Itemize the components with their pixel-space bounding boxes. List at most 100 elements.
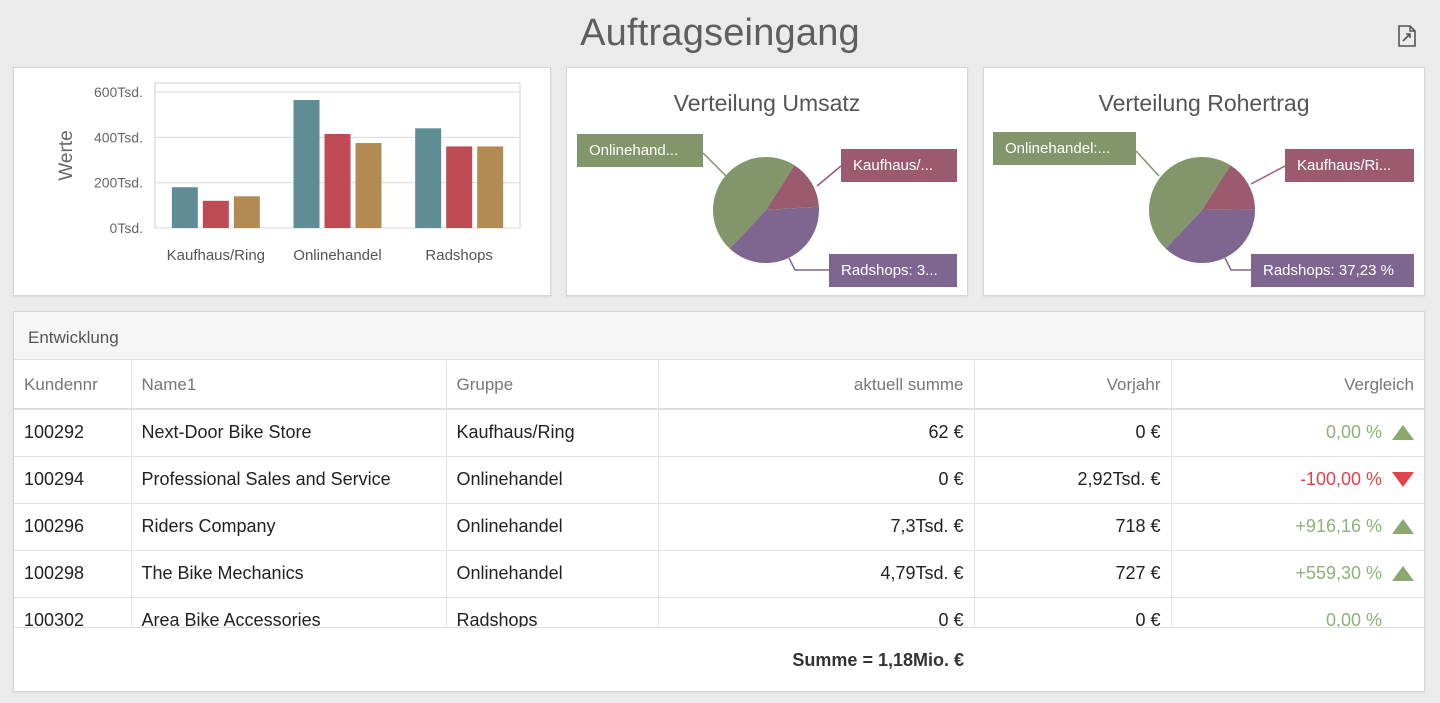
pie-chart-rohertrag[interactable] — [984, 68, 1426, 297]
page-title: Auftragseingang — [580, 12, 860, 54]
vergleich-value: 0,00 % — [1325, 422, 1382, 443]
grid-footer: Summe = 1,18Mio. € — [14, 627, 1424, 691]
grid-scroll-area[interactable]: Kundennr Name1 Gruppe aktuell summe Vorj… — [14, 361, 1424, 627]
trend-up-icon — [1392, 566, 1414, 581]
cell-vergleich: -100,00 % — [1171, 456, 1424, 504]
pie-slice-onlinehandel[interactable] — [1149, 157, 1231, 249]
cell-vergleich: +559,30 % — [1171, 550, 1424, 598]
bar-chart[interactable]: 0Tsd. 200Tsd. 400Tsd. 600Tsd. Werte Kaufhaus/… — [14, 68, 552, 297]
cell-aktuell-summe: 0 € — [658, 456, 975, 504]
x-tick-label: Onlinehandel — [293, 247, 381, 264]
pie-slice-kaufhaus[interactable] — [1202, 165, 1255, 210]
cell-gruppe: Onlinehandel — [446, 503, 659, 551]
pie-rohertrag-title: Verteilung Rohertrag — [1098, 90, 1310, 116]
x-tick-label: Kaufhaus/Ring — [167, 247, 265, 264]
cell-vergleich: 0,00 % — [1171, 409, 1424, 457]
cell-kundennr: 100302 — [14, 597, 132, 627]
y-tick-label: 600Tsd. — [94, 84, 143, 100]
vergleich-value: -100,00 % — [1299, 469, 1382, 489]
cell-name1: Next-Door Bike Store — [131, 409, 447, 457]
pie-slice-kaufhaus[interactable] — [766, 165, 819, 210]
pie-leader-line — [788, 257, 829, 271]
grid-caption: Entwicklung — [14, 312, 1424, 360]
entwicklung-grid-panel: Entwicklung Kundennr Name1 Gruppe aktuel… — [13, 311, 1425, 692]
cell-kundennr: 100294 — [14, 456, 132, 504]
cell-vorjahr: 0 € — [974, 409, 1172, 457]
x-tick-label: Radshops — [425, 247, 493, 264]
cell-vergleich: +916,16 % — [1171, 503, 1424, 551]
column-header-kundennr[interactable]: Kundennr — [14, 361, 132, 410]
column-header-vorjahr[interactable]: Vorjahr — [974, 361, 1172, 410]
table-row[interactable]: 100296 Riders Company Onlinehandel 7,3Tsd. … — [14, 503, 1424, 551]
cell-name1: Professional Sales and Service — [131, 456, 447, 504]
cell-gruppe: Onlinehandel — [446, 456, 659, 504]
bar-kaufhausring-series-1 — [171, 187, 198, 228]
cell-vorjahr: 2,92Tsd. € — [974, 456, 1172, 504]
cell-gruppe: Radshops — [446, 597, 659, 627]
pie-slice-radshops[interactable] — [729, 206, 819, 263]
pie-rohertrag-label-radshops: Radshops: 37,23 % — [1251, 254, 1414, 287]
column-header-name1[interactable]: Name1 — [131, 361, 447, 410]
table-row[interactable]: 100298 The Bike Mechanics Onlinehandel 4,79… — [14, 550, 1424, 598]
pie-umsatz-title: Verteilung Umsatz — [673, 90, 861, 116]
cell-kundennr: 100298 — [14, 550, 132, 598]
pie-leader-line — [816, 165, 842, 187]
pie-chart-umsatz-panel: Verteilung Umsatz Onlinehand... Kaufhaus… — [566, 67, 968, 296]
bar-kaufhausring-series-2 — [202, 200, 229, 228]
table-row[interactable]: 100302 Area Bike Accessories Radshops 0 €0 … — [14, 597, 1424, 627]
cell-vorjahr: 727 € — [974, 550, 1172, 598]
bar-onlinehandel-series-2 — [324, 133, 351, 228]
pie-chart-rohertrag-panel: Verteilung Rohertrag Onlinehandel:... Ka… — [983, 67, 1425, 296]
cell-vergleich: 0,00 % — [1171, 597, 1424, 627]
bar-kaufhausring-series-3 — [233, 196, 260, 228]
cell-gruppe: Kaufhaus/Ring — [446, 409, 659, 457]
trend-up-icon — [1392, 425, 1414, 441]
pie-rohertrag-label-kaufhaus: Kaufhaus/Ri... — [1285, 149, 1414, 182]
pie-chart-umsatz[interactable] — [567, 68, 969, 297]
cell-aktuell-summe: 0 € — [658, 597, 975, 627]
trend-up-icon — [1392, 519, 1414, 534]
y-tick-label: 200Tsd. — [94, 175, 143, 191]
bar-radshops-series-3 — [477, 146, 504, 228]
pie-slice-radshops[interactable] — [1165, 209, 1255, 263]
bar-radshops-series-1 — [415, 128, 442, 228]
cell-vorjahr: 0 € — [974, 597, 1172, 627]
pie-slice-onlinehand[interactable] — [713, 156, 795, 249]
pie-leader-line — [702, 152, 727, 177]
bar-radshops-series-2 — [446, 146, 473, 228]
pie-umsatz-label-kaufhaus: Kaufhaus/... — [841, 149, 957, 182]
pie-rohertrag-label-onlinehandel: Onlinehandel:... — [993, 132, 1136, 165]
bar-onlinehandel-series-3 — [355, 143, 382, 228]
cell-kundennr: 100292 — [14, 409, 132, 457]
bar-chart-panel: 0Tsd. 200Tsd. 400Tsd. 600Tsd. Werte Kaufhaus/… — [13, 67, 551, 296]
pie-leader-line — [1224, 257, 1251, 271]
y-tick-label: 400Tsd. — [94, 129, 143, 145]
cell-aktuell-summe: 4,79Tsd. € — [658, 550, 975, 598]
cell-vorjahr: 718 € — [974, 503, 1172, 551]
cell-name1: Area Bike Accessories — [131, 597, 447, 627]
pie-leader-line — [1250, 165, 1286, 185]
pie-leader-line — [1135, 150, 1160, 177]
grid-total-summary: Summe = 1,18Mio. € — [792, 650, 964, 670]
trend-down-icon — [1392, 472, 1414, 487]
pie-umsatz-label-radshops: Radshops: 3... — [829, 254, 957, 287]
column-header-gruppe[interactable]: Gruppe — [446, 361, 659, 410]
column-header-vergleich[interactable]: Vergleich — [1171, 361, 1424, 410]
y-tick-label: 0Tsd. — [110, 220, 143, 236]
cell-gruppe: Onlinehandel — [446, 550, 659, 598]
cell-name1: The Bike Mechanics — [131, 550, 447, 598]
cell-aktuell-summe: 7,3Tsd. € — [658, 503, 975, 551]
data-grid: Kundennr Name1 Gruppe aktuell summe Vorj… — [14, 361, 1424, 627]
vergleich-value: +559,30 % — [1295, 563, 1382, 583]
pie-umsatz-label-onlinehandel: Onlinehand... — [577, 134, 703, 167]
vergleich-value: +916,16 % — [1295, 516, 1382, 536]
column-header-aktuell-summe[interactable]: aktuell summe — [658, 361, 975, 410]
cell-aktuell-summe: 62 € — [658, 409, 975, 457]
grid-header-row: Kundennr Name1 Gruppe aktuell summe Vorj… — [14, 361, 1424, 410]
table-row[interactable]: 100294 Professional Sales and Service Onli… — [14, 456, 1424, 504]
export-icon[interactable] — [1396, 24, 1418, 48]
table-row[interactable]: 100292 Next-Door Bike Store Kaufhaus/Ring 6… — [14, 409, 1424, 457]
bar-onlinehandel-series-1 — [293, 99, 320, 228]
vergleich-value: 0,00 % — [1325, 610, 1382, 627]
cell-name1: Riders Company — [131, 503, 447, 551]
